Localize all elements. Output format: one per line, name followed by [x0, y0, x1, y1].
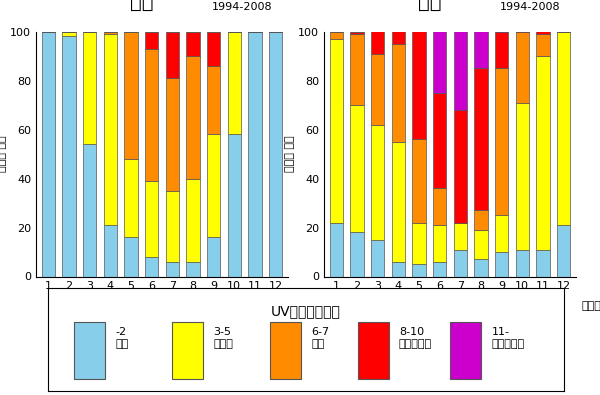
FancyBboxPatch shape [358, 322, 389, 379]
FancyBboxPatch shape [270, 322, 301, 379]
Bar [124, 237, 138, 276]
Bar [207, 66, 220, 134]
Bar [495, 252, 508, 276]
Bar [495, 215, 508, 252]
Bar [433, 225, 446, 262]
Bar [41, 32, 55, 276]
Bar [329, 223, 343, 276]
Bar [454, 223, 467, 250]
Bar [392, 0, 405, 44]
Y-axis label: （割合 ％）: （割合 ％） [0, 136, 7, 172]
Text: 3-5
中程度: 3-5 中程度 [213, 327, 233, 349]
Text: 札幌: 札幌 [130, 0, 154, 12]
Bar [536, 0, 550, 34]
Bar [329, 39, 343, 223]
Bar [474, 211, 488, 230]
Bar [83, 144, 97, 276]
Bar [166, 262, 179, 276]
Bar [536, 56, 550, 250]
Text: 1994-2008: 1994-2008 [500, 2, 561, 12]
Bar [392, 142, 405, 262]
Bar [329, 32, 343, 39]
Bar [454, 250, 467, 276]
Text: 8-10
非常に強い: 8-10 非常に強い [399, 327, 432, 349]
Text: UVインデックス: UVインデックス [271, 304, 341, 318]
Bar [371, 125, 385, 240]
Text: （月）: （月） [581, 301, 600, 311]
Bar [104, 32, 117, 34]
Bar [371, 54, 385, 125]
Bar [62, 32, 76, 36]
Bar [474, 15, 488, 68]
Bar [495, 68, 508, 215]
Bar [515, 0, 529, 32]
Bar [124, 159, 138, 237]
Bar [350, 105, 364, 232]
Bar [145, 181, 158, 257]
Bar [124, 32, 138, 159]
Bar [412, 223, 426, 264]
Bar [207, 32, 220, 66]
Bar [433, 93, 446, 188]
Bar [392, 44, 405, 142]
Bar [186, 32, 200, 56]
Bar [145, 49, 158, 181]
Bar [207, 237, 220, 276]
Y-axis label: （割合 ％）: （割合 ％） [286, 136, 295, 172]
Bar [227, 32, 241, 134]
Bar [412, 0, 426, 139]
Bar [412, 264, 426, 276]
Text: 11-
極端に強い: 11- 極端に強い [492, 327, 525, 349]
Bar [515, 103, 529, 250]
Bar [557, 225, 571, 276]
Bar [515, 250, 529, 276]
Text: -2
弱い: -2 弱い [115, 327, 128, 349]
Bar [104, 225, 117, 276]
Bar [454, 17, 467, 110]
Bar [515, 32, 529, 103]
Bar [166, 78, 179, 191]
Text: 那覇: 那覇 [418, 0, 442, 12]
Bar [433, 262, 446, 276]
Bar [350, 34, 364, 105]
Bar [433, 188, 446, 225]
Bar [145, 32, 158, 49]
Bar [186, 56, 200, 179]
Bar [350, 232, 364, 276]
Text: （月）: （月） [293, 301, 313, 311]
Bar [433, 22, 446, 93]
Bar [557, 32, 571, 225]
Bar [104, 34, 117, 225]
Text: 6-7
強い: 6-7 強い [311, 327, 329, 349]
Bar [83, 32, 97, 144]
Bar [412, 139, 426, 223]
Bar [371, 0, 385, 54]
Bar [474, 68, 488, 211]
Bar [166, 191, 179, 262]
Bar [186, 262, 200, 276]
Bar [207, 134, 220, 237]
Bar [536, 34, 550, 56]
Bar [186, 179, 200, 262]
Bar [145, 257, 158, 276]
Bar [392, 262, 405, 276]
Bar [62, 36, 76, 276]
Bar [474, 230, 488, 260]
Bar [536, 250, 550, 276]
FancyBboxPatch shape [74, 322, 105, 379]
FancyBboxPatch shape [451, 322, 481, 379]
Bar [371, 240, 385, 276]
Bar [495, 32, 508, 68]
Bar [269, 32, 283, 276]
FancyBboxPatch shape [172, 322, 203, 379]
Bar [474, 260, 488, 276]
Bar [350, 32, 364, 34]
Bar [248, 32, 262, 276]
Text: 1994-2008: 1994-2008 [212, 2, 273, 12]
Bar [495, 17, 508, 32]
Bar [227, 134, 241, 276]
Bar [166, 32, 179, 78]
Bar [454, 110, 467, 223]
